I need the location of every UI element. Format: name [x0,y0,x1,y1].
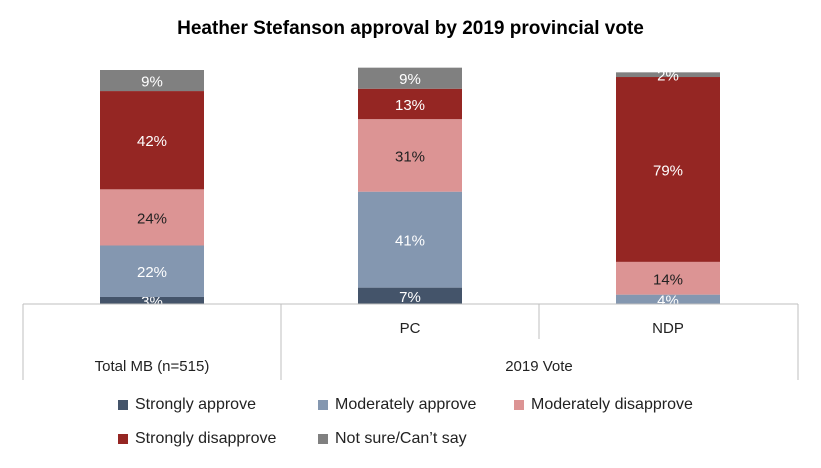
legend-label: Strongly approve [135,396,256,413]
bar-segment-moderately-disapprove [616,261,720,295]
bar-segment-strongly-disapprove [100,91,204,190]
data-label: 4% [657,292,679,309]
data-label: 42% [137,133,167,150]
data-label: 13% [395,97,425,114]
legend-swatch [514,400,524,410]
data-label: 2% [657,68,679,85]
bar-segment-moderately-disapprove [358,119,462,192]
bar-segment-strongly-approve [358,287,462,304]
data-label: 7% [399,289,421,306]
chart-title: Heather Stefanson approval by 2019 provi… [177,18,644,39]
data-label: 9% [141,74,163,91]
bar-segment-strongly-disapprove [358,88,462,120]
bar-segment-strongly-approve [100,296,204,304]
bar-segment-moderately-approve [616,294,720,304]
bar-segment-moderately-approve [100,245,204,297]
legend-label: Moderately approve [335,396,477,413]
category-axis: PC NDP Total MB (n=515) 2019 Vote [22,303,799,380]
data-label: 14% [653,271,683,288]
data-label: 3% [141,293,163,310]
bars-layer: 3% 22% 24% 42% 9% 7% 41% 31% 13% 9% 4% 14% 79% 2% [100,67,720,310]
group-label: 2019 Vote [505,358,573,375]
bar-segment-moderately-disapprove [100,189,204,246]
data-label: 79% [653,162,683,179]
legend-item-strongly-approve: Strongly approve [118,396,256,414]
data-label: 22% [137,264,167,281]
legend-swatch [118,400,128,410]
bar-segment-not-sure-can-t-say [358,67,462,89]
bar-segment-not-sure-can-t-say [100,70,204,92]
legend: Strongly approve Moderately approve Mode… [118,396,758,456]
legend-item-not-sure: Not sure/Can’t say [318,430,467,448]
legend-item-moderately-approve: Moderately approve [318,396,476,414]
tick-label: NDP [652,320,684,337]
legend-swatch [118,434,128,444]
legend-item-strongly-disapprove: Strongly disapprove [118,430,276,448]
bar-segment-strongly-disapprove [616,77,720,262]
legend-label: Strongly disapprove [135,430,277,447]
legend-label: Moderately disapprove [531,396,693,413]
data-label: 9% [399,71,421,88]
legend-swatch [318,400,328,410]
group-label: Total MB (n=515) [95,358,210,375]
legend-swatch [318,434,328,444]
legend-item-moderately-disapprove: Moderately disapprove [514,396,693,414]
bar-segment-moderately-approve [358,191,462,288]
data-label: 41% [395,233,425,250]
data-label: 31% [395,148,425,165]
data-label: 24% [137,210,167,227]
tick-label: PC [400,320,421,337]
bar-segment-not-sure-can-t-say [616,72,720,78]
legend-label: Not sure/Can’t say [335,430,467,447]
